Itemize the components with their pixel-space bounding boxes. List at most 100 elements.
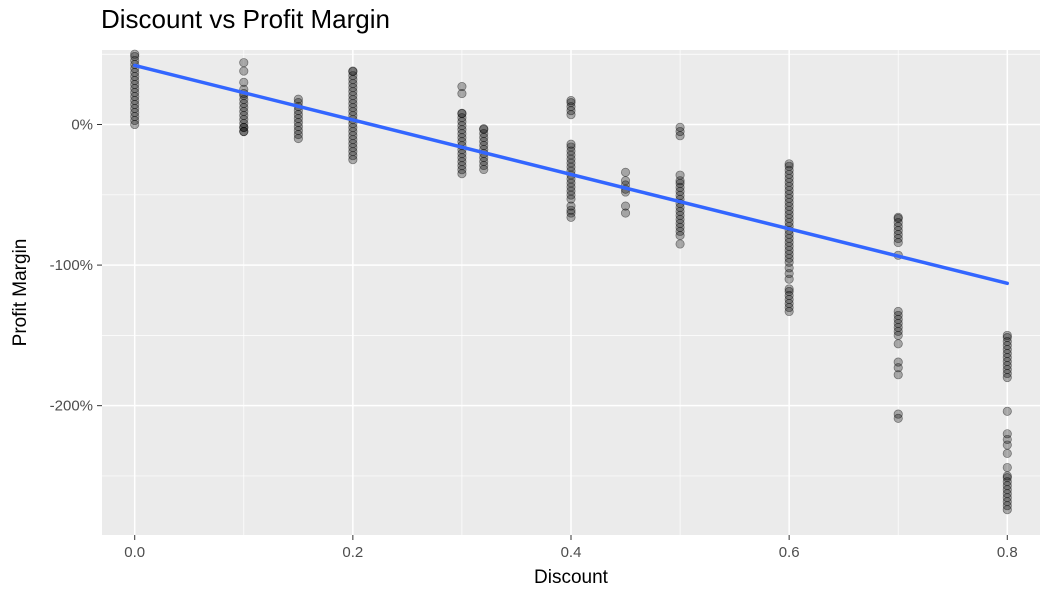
data-point [130, 79, 140, 90]
data-point [348, 71, 358, 81]
x-tick-label: 0.8 [997, 544, 1018, 561]
data-point [566, 139, 576, 149]
data-point [675, 190, 685, 200]
data-point [784, 298, 794, 309]
data-point [566, 201, 576, 211]
data-point [457, 169, 467, 179]
data-point [566, 194, 576, 204]
data-point [293, 130, 303, 140]
data-point [675, 131, 685, 141]
data-point [566, 190, 576, 200]
data-point [620, 201, 631, 211]
data-point [457, 165, 467, 175]
data-point [784, 185, 794, 195]
data-point [784, 161, 794, 171]
y-tick-label: -100% [50, 257, 93, 274]
data-point [479, 132, 489, 143]
data-point [1002, 361, 1012, 371]
data-point [566, 158, 576, 168]
data-point [457, 157, 467, 167]
data-point [1002, 337, 1012, 347]
data-point [239, 110, 249, 121]
data-point [1002, 489, 1012, 499]
data-point [893, 234, 903, 244]
data-point [479, 160, 489, 171]
data-point [784, 169, 794, 179]
data-point [1002, 349, 1012, 359]
x-tick-label: 0.6 [779, 544, 800, 561]
data-point [566, 102, 576, 112]
data-point [348, 155, 358, 165]
data-point [1002, 481, 1012, 491]
data-point [130, 115, 140, 126]
data-point [620, 208, 631, 218]
data-point [784, 241, 794, 251]
data-point [893, 326, 903, 336]
data-point [479, 164, 489, 175]
data-point [784, 233, 794, 243]
data-point [239, 122, 249, 133]
chart-title: Discount vs Profit Margin [101, 4, 390, 34]
data-point [348, 83, 358, 93]
data-point [675, 126, 685, 137]
data-point [620, 167, 631, 177]
data-point [675, 178, 685, 188]
data-point [1002, 429, 1012, 439]
data-point [893, 330, 903, 340]
x-axis-title: Discount [534, 567, 609, 588]
data-point [784, 257, 794, 267]
data-point [1002, 330, 1012, 340]
data-point [1002, 477, 1012, 487]
data-point [566, 150, 576, 160]
data-point [566, 212, 576, 222]
data-point [675, 122, 685, 132]
data-point [479, 136, 489, 147]
data-point [348, 103, 358, 113]
data-point [130, 49, 140, 59]
data-point [566, 178, 576, 188]
data-point [348, 135, 358, 145]
data-point [566, 146, 576, 156]
data-point [893, 212, 903, 222]
data-point [1002, 341, 1012, 351]
data-point [239, 102, 249, 113]
data-point [784, 263, 794, 273]
data-point [784, 286, 794, 297]
data-point [130, 119, 140, 130]
data-point [130, 71, 140, 82]
data-point [893, 322, 903, 332]
data-point [784, 284, 794, 294]
data-point [457, 133, 467, 143]
data-point [566, 154, 576, 164]
data-point [1002, 471, 1012, 481]
data-point [893, 318, 903, 328]
data-point [130, 83, 140, 94]
data-point [130, 87, 140, 98]
data-point [1002, 505, 1012, 515]
data-point [479, 140, 489, 151]
data-point [130, 99, 140, 110]
data-point [675, 218, 685, 228]
data-point [293, 94, 303, 104]
data-point [893, 339, 903, 349]
data-point [1002, 501, 1012, 511]
data-point [239, 58, 249, 68]
data-point [675, 170, 685, 180]
data-point [784, 193, 794, 203]
data-point [348, 79, 358, 89]
data-point [239, 126, 249, 137]
data-point [566, 96, 576, 106]
trend-line [132, 63, 1010, 286]
data-point [293, 134, 303, 144]
data-point [893, 409, 903, 419]
data-point [784, 306, 794, 317]
data-point [566, 98, 576, 108]
data-point [1002, 462, 1012, 473]
data-point [675, 182, 685, 192]
data-point [893, 413, 903, 423]
data-point [1002, 434, 1012, 444]
data-point [130, 91, 140, 102]
x-axis: 0.0 0.2 0.4 0.6 0.8 [124, 535, 1018, 561]
data-point [457, 109, 467, 119]
